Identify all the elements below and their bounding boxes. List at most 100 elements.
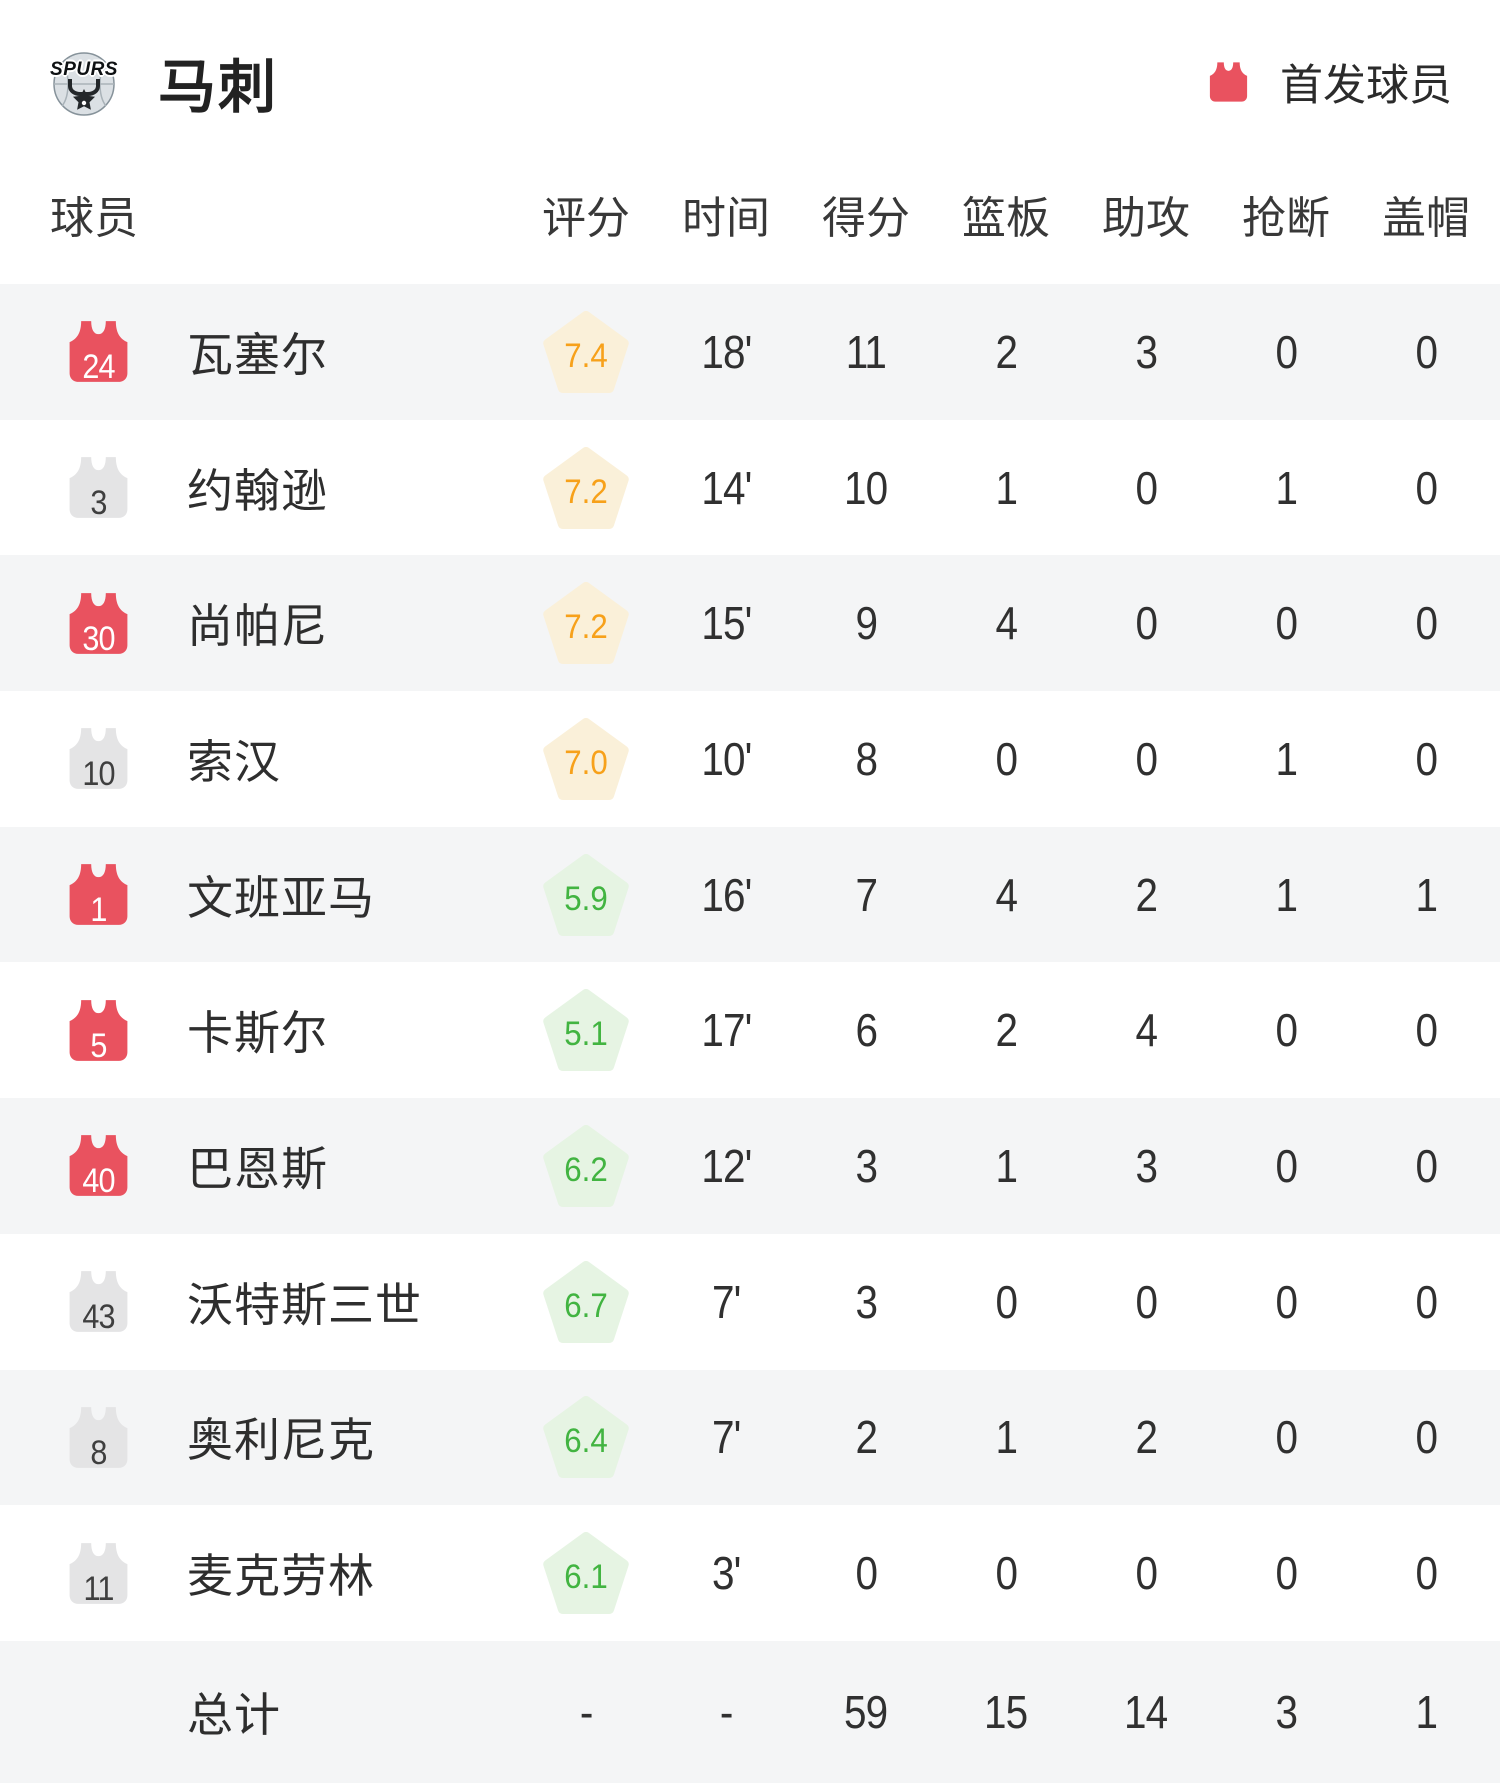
- player-row[interactable]: 10 索汉 7.0 10' 8 0 0 1 0: [0, 691, 1500, 827]
- player-name: 约翰逊: [187, 464, 328, 517]
- blocks-value: 0: [1415, 325, 1438, 378]
- points-value: 7: [855, 868, 878, 921]
- rating-badge: 5.1: [543, 989, 629, 1072]
- rating-value: 7.4: [564, 336, 608, 375]
- rating-cell: 7.2: [516, 582, 656, 665]
- player-row[interactable]: 43 沃特斯三世 6.7 7' 3 0 0 0 0: [0, 1233, 1500, 1370]
- player-row[interactable]: 40 巴恩斯 6.2 12' 3 1 3 0 0: [0, 1098, 1500, 1234]
- points-value: 10: [844, 461, 888, 514]
- player-row[interactable]: 3 约翰逊 7.2 14' 10 1 0 1 0: [0, 419, 1500, 556]
- player-row[interactable]: 24 瓦塞尔 7.4 18' 11 2 3 0 0: [0, 284, 1500, 420]
- assists-value: 0: [1135, 732, 1158, 785]
- jersey-number: 8: [90, 1433, 107, 1472]
- jersey-icon: 3: [62, 451, 135, 524]
- player-name: 巴恩斯: [187, 1142, 328, 1195]
- player-name: 沃特斯三世: [187, 1278, 422, 1331]
- starters-legend: 首发球员: [1205, 51, 1452, 113]
- player-rows: 24 瓦塞尔 7.4 18' 11 2 3 0 0 3: [0, 284, 1500, 1641]
- blocks-value: 0: [1415, 1547, 1438, 1600]
- assists-value: 0: [1135, 597, 1158, 650]
- player-name: 奥利尼克: [187, 1414, 375, 1467]
- rating-cell: 5.9: [516, 853, 656, 936]
- rating-badge: 6.2: [543, 1124, 629, 1207]
- column-header-blocks: 盖帽: [1382, 194, 1470, 243]
- jersey-icon: 8: [62, 1401, 135, 1474]
- column-header-player: 球员: [50, 194, 138, 243]
- blocks-value: 0: [1415, 1139, 1438, 1192]
- rating-cell: 7.2: [516, 446, 656, 529]
- blocks-value: 0: [1415, 597, 1438, 650]
- jersey-number: 1: [90, 891, 107, 930]
- points-value: 6: [855, 1004, 878, 1057]
- jersey-icon: 11: [62, 1537, 135, 1610]
- player-row[interactable]: 11 麦克劳林 6.1 3' 0 0 0 0 0: [0, 1505, 1500, 1641]
- stats-table-header: 球员 评分 时间 得分 篮板 助攻 抢断 盖帽: [0, 120, 1500, 284]
- rebounds-value: 2: [995, 325, 1018, 378]
- player-cell: 8 奥利尼克: [0, 1401, 516, 1474]
- player-cell: 3 约翰逊: [0, 451, 516, 524]
- player-row[interactable]: 30 尚帕尼 7.2 15' 9 4 0 0 0: [0, 555, 1500, 692]
- jersey-number: 40: [82, 1162, 115, 1201]
- starter-jersey-icon: [1209, 62, 1248, 102]
- points-value: 0: [855, 1547, 878, 1600]
- assists-value: 3: [1135, 1139, 1158, 1192]
- rating-cell: 6.4: [516, 1396, 656, 1479]
- assists-value: 0: [1135, 1547, 1158, 1600]
- player-row[interactable]: 1 文班亚马 5.9 16' 7 4 2 1 1: [0, 826, 1500, 963]
- column-header-rating: 评分: [542, 194, 630, 243]
- jersey-icon: 43: [62, 1265, 135, 1338]
- total-rating: -: [579, 1685, 594, 1738]
- rebounds-value: 4: [995, 597, 1018, 650]
- player-name: 卡斯尔: [187, 1007, 328, 1060]
- column-header-time: 时间: [682, 194, 770, 243]
- rebounds-value: 1: [995, 1139, 1018, 1192]
- team-logo: SPURS: [48, 45, 120, 120]
- time-value: 16': [700, 868, 752, 921]
- player-row[interactable]: 5 卡斯尔 5.1 17' 6 2 4 0 0: [0, 962, 1500, 1099]
- column-header-points: 得分: [822, 194, 910, 243]
- jersey-number: 3: [90, 484, 107, 523]
- rating-value: 7.2: [564, 608, 608, 647]
- assists-value: 0: [1135, 1275, 1158, 1328]
- rating-cell: 7.0: [516, 717, 656, 800]
- time-value: 17': [700, 1004, 752, 1057]
- jersey-icon: 10: [62, 722, 135, 795]
- assists-value: 4: [1135, 1004, 1158, 1057]
- player-cell: 11 麦克劳林: [0, 1537, 516, 1610]
- points-value: 3: [855, 1275, 878, 1328]
- rating-value: 5.9: [564, 879, 608, 918]
- player-name: 文班亚马: [187, 871, 375, 924]
- rating-value: 7.2: [564, 472, 608, 511]
- rating-cell: 5.1: [516, 989, 656, 1072]
- steals-value: 0: [1275, 1547, 1298, 1600]
- player-name: 尚帕尼: [187, 600, 328, 653]
- rebounds-value: 2: [995, 1004, 1018, 1057]
- player-cell: 5 卡斯尔: [0, 994, 516, 1067]
- time-value: 7': [711, 1411, 741, 1464]
- jersey-number: 11: [83, 1569, 115, 1608]
- assists-value: 2: [1135, 1411, 1158, 1464]
- assists-value: 0: [1135, 461, 1158, 514]
- player-cell: 10 索汉: [0, 722, 516, 795]
- player-cell: 40 巴恩斯: [0, 1129, 516, 1202]
- blocks-value: 0: [1415, 1411, 1438, 1464]
- team-name: 马刺: [158, 55, 279, 120]
- points-value: 3: [855, 1139, 878, 1192]
- time-value: 7': [711, 1275, 741, 1328]
- blocks-value: 1: [1415, 868, 1438, 921]
- jersey-icon: 24: [62, 315, 135, 388]
- steals-value: 0: [1275, 597, 1298, 650]
- total-row: 总计 - - 59 15 14 3 1: [0, 1640, 1500, 1783]
- rebounds-value: 0: [995, 1547, 1018, 1600]
- jersey-icon: 5: [62, 994, 135, 1067]
- steals-value: 1: [1275, 461, 1298, 514]
- rating-badge: 5.9: [543, 853, 629, 936]
- rating-value: 5.1: [564, 1015, 608, 1054]
- rating-cell: 6.7: [516, 1260, 656, 1343]
- jersey-icon: 40: [62, 1129, 135, 1202]
- total-blocks: 1: [1415, 1685, 1438, 1738]
- player-row[interactable]: 8 奥利尼克 6.4 7' 2 1 2 0 0: [0, 1369, 1500, 1506]
- assists-value: 2: [1135, 868, 1158, 921]
- time-value: 18': [700, 325, 752, 378]
- steals-value: 1: [1275, 732, 1298, 785]
